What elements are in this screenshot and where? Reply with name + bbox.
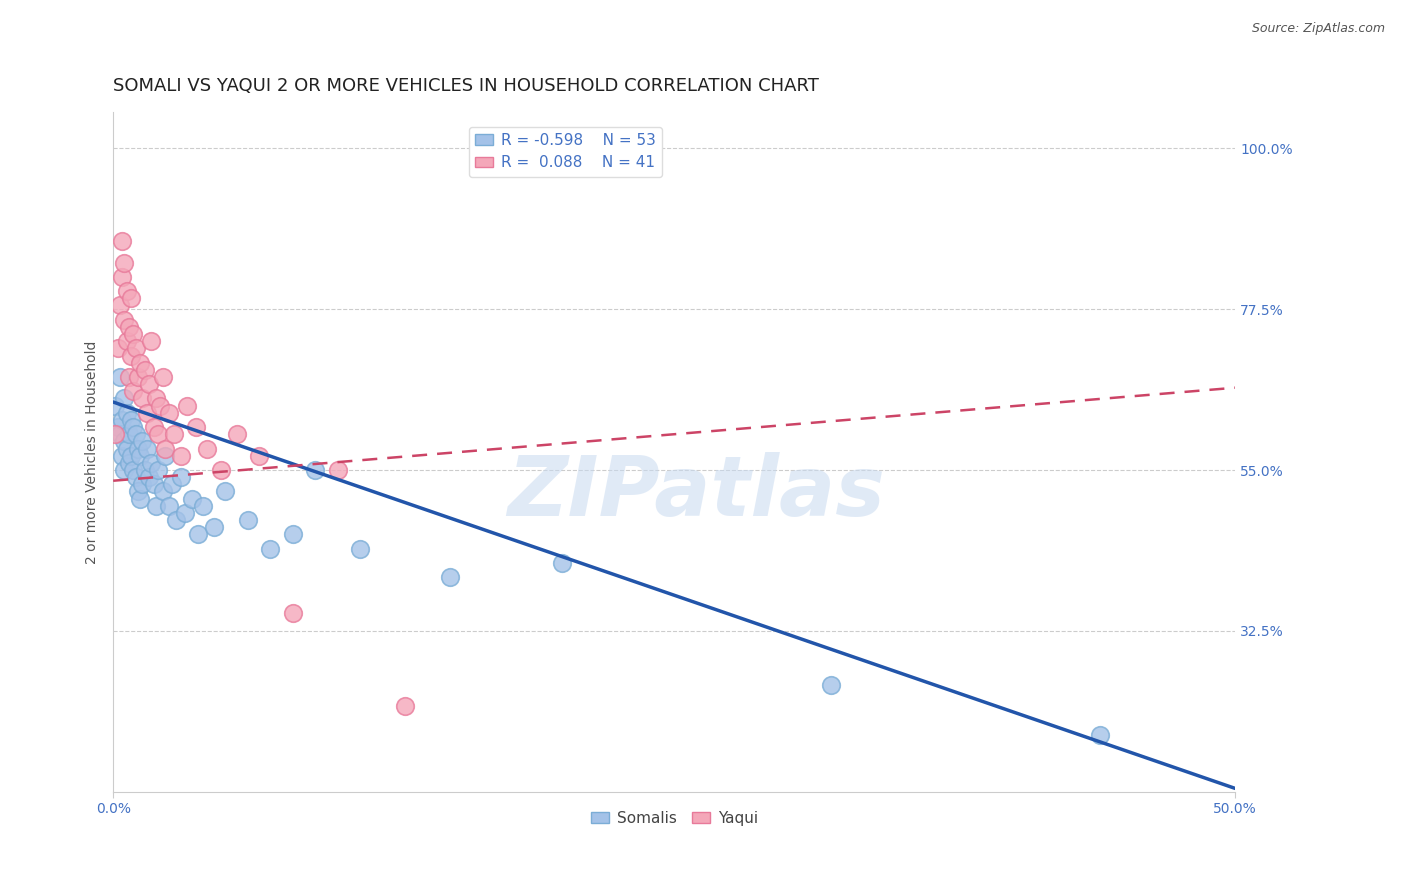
Text: SOMALI VS YAQUI 2 OR MORE VEHICLES IN HOUSEHOLD CORRELATION CHART: SOMALI VS YAQUI 2 OR MORE VEHICLES IN HO… — [114, 78, 820, 95]
Point — [115, 284, 138, 298]
Y-axis label: 2 or more Vehicles in Household: 2 or more Vehicles in Household — [86, 341, 100, 564]
Point — [118, 456, 141, 470]
Point — [118, 427, 141, 442]
Point — [153, 442, 176, 456]
Point — [104, 427, 127, 442]
Point — [259, 541, 281, 556]
Point — [138, 470, 160, 484]
Point — [247, 449, 270, 463]
Point — [141, 456, 163, 470]
Point — [107, 420, 129, 434]
Point — [225, 427, 247, 442]
Point — [439, 570, 461, 584]
Point — [214, 484, 236, 499]
Point — [135, 406, 157, 420]
Point — [120, 349, 142, 363]
Point — [142, 420, 165, 434]
Point — [180, 491, 202, 506]
Point — [160, 477, 183, 491]
Point — [135, 442, 157, 456]
Point — [131, 392, 153, 406]
Point — [157, 406, 180, 420]
Point — [146, 463, 169, 477]
Point — [169, 470, 191, 484]
Point — [122, 420, 145, 434]
Point — [111, 413, 134, 427]
Point — [304, 463, 326, 477]
Point — [111, 234, 134, 248]
Point — [551, 556, 574, 570]
Point — [129, 356, 152, 370]
Point — [124, 427, 146, 442]
Legend: Somalis, Yaqui: Somalis, Yaqui — [585, 805, 763, 832]
Point — [1090, 728, 1112, 742]
Point — [138, 377, 160, 392]
Point — [112, 312, 135, 326]
Point — [145, 392, 167, 406]
Point — [111, 449, 134, 463]
Point — [191, 499, 214, 513]
Point — [124, 470, 146, 484]
Point — [118, 370, 141, 384]
Point — [174, 506, 197, 520]
Point — [145, 499, 167, 513]
Point — [120, 413, 142, 427]
Point — [134, 463, 156, 477]
Point — [129, 449, 152, 463]
Point — [169, 449, 191, 463]
Point — [163, 427, 186, 442]
Point — [112, 392, 135, 406]
Point — [152, 484, 174, 499]
Point — [118, 319, 141, 334]
Point — [134, 363, 156, 377]
Point — [131, 477, 153, 491]
Point — [108, 427, 131, 442]
Point — [165, 513, 187, 527]
Point — [112, 463, 135, 477]
Point — [122, 327, 145, 342]
Point — [187, 527, 209, 541]
Point — [129, 491, 152, 506]
Point — [112, 255, 135, 269]
Point — [152, 370, 174, 384]
Point — [122, 463, 145, 477]
Point — [108, 298, 131, 312]
Point — [197, 442, 219, 456]
Point — [394, 699, 416, 714]
Point — [176, 399, 198, 413]
Point — [281, 527, 304, 541]
Point — [281, 606, 304, 620]
Point — [127, 484, 149, 499]
Point — [236, 513, 259, 527]
Point — [127, 370, 149, 384]
Point — [115, 334, 138, 349]
Point — [820, 678, 842, 692]
Point — [112, 434, 135, 449]
Point — [127, 442, 149, 456]
Point — [326, 463, 349, 477]
Point — [120, 291, 142, 305]
Point — [104, 399, 127, 413]
Point — [142, 477, 165, 491]
Point — [149, 399, 172, 413]
Point — [157, 499, 180, 513]
Point — [115, 442, 138, 456]
Point — [146, 427, 169, 442]
Point — [153, 449, 176, 463]
Text: Source: ZipAtlas.com: Source: ZipAtlas.com — [1251, 22, 1385, 36]
Point — [115, 406, 138, 420]
Point — [111, 269, 134, 284]
Point — [122, 384, 145, 399]
Point — [131, 434, 153, 449]
Point — [209, 463, 232, 477]
Point — [124, 342, 146, 356]
Point — [108, 370, 131, 384]
Text: ZIPatlas: ZIPatlas — [508, 452, 886, 533]
Point — [141, 334, 163, 349]
Point — [107, 342, 129, 356]
Point — [202, 520, 225, 534]
Point — [120, 449, 142, 463]
Point — [349, 541, 371, 556]
Point — [186, 420, 208, 434]
